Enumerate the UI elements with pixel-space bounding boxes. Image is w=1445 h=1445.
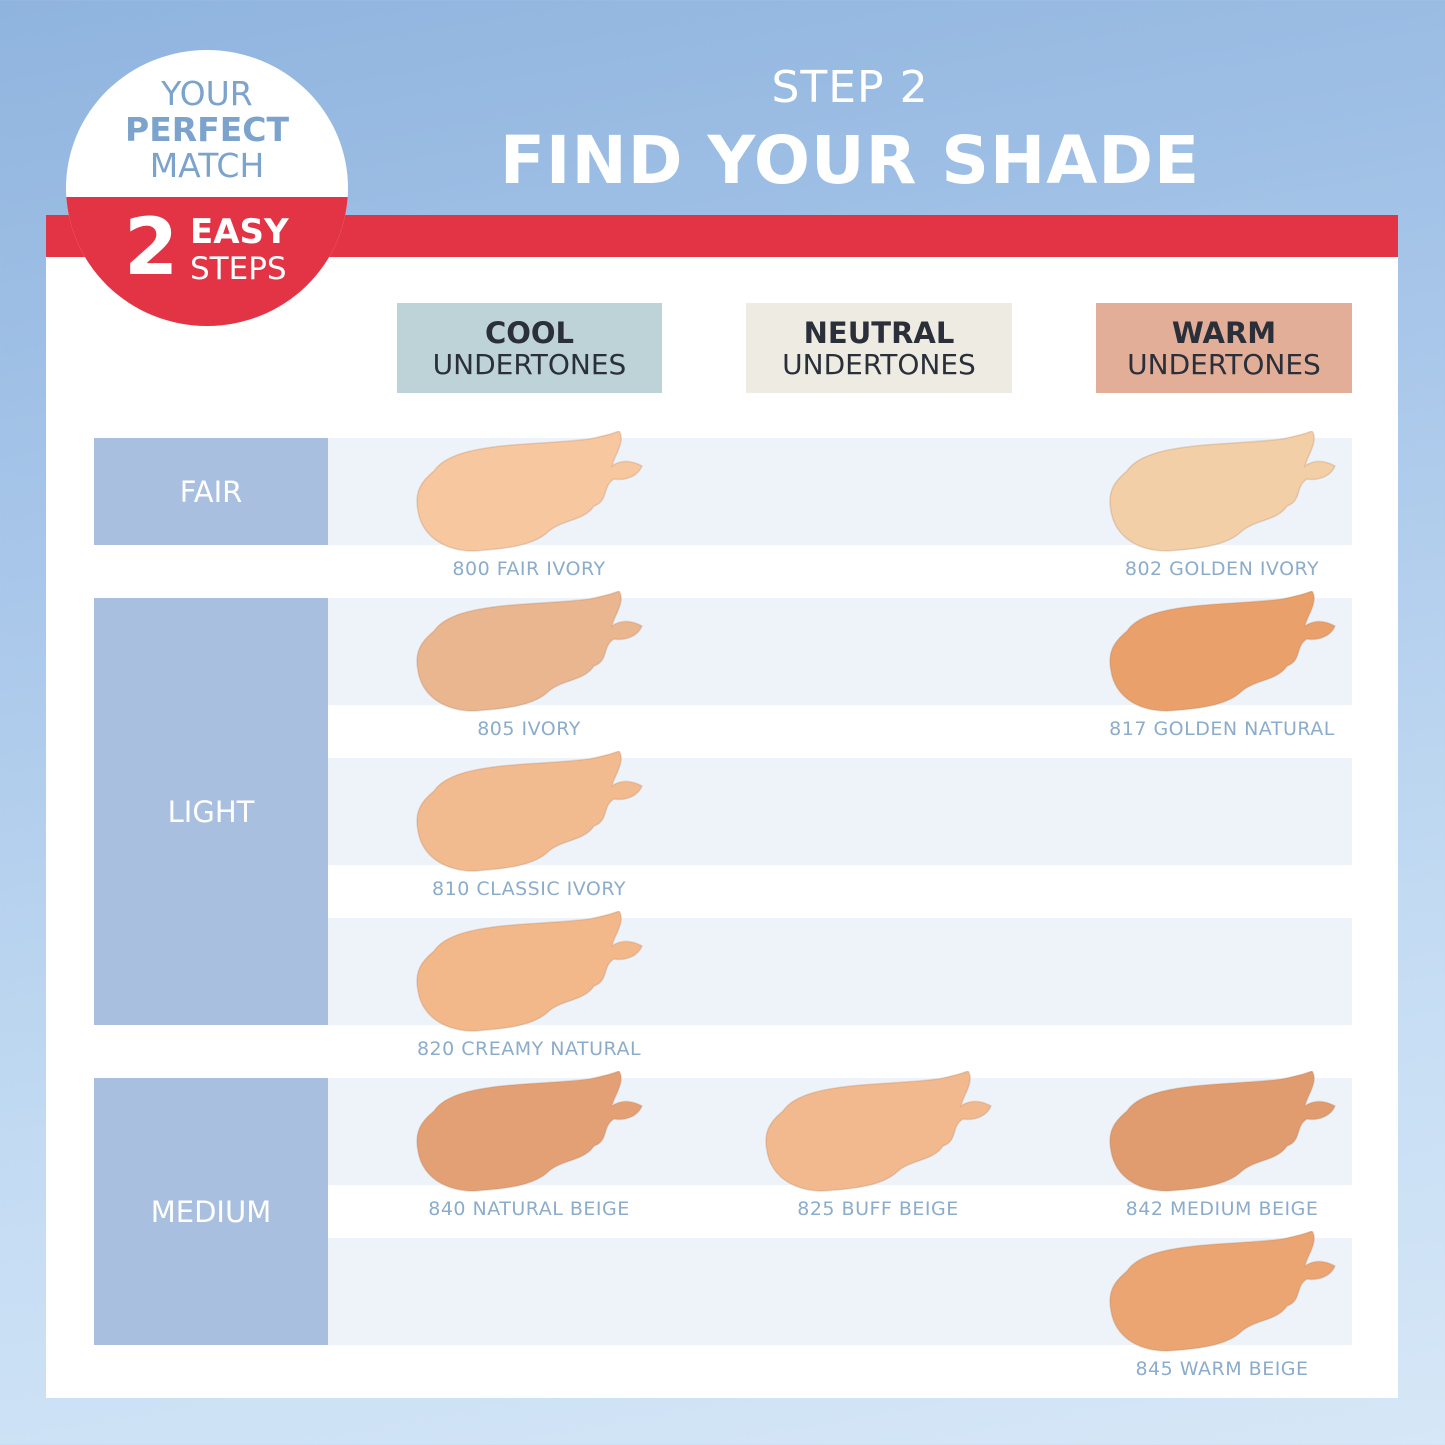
- badge-line: STEPS: [190, 251, 287, 287]
- two-easy-steps-badge: YOUR PERFECT MATCH 2 EASY STEPS: [66, 50, 348, 326]
- shade-swatch: [763, 1070, 998, 1196]
- shade-label: 800 FAIR IVORY: [452, 558, 606, 580]
- page-title: FIND YOUR SHADE: [499, 122, 1201, 199]
- shade-label: 802 GOLDEN IVORY: [1124, 558, 1320, 580]
- shade-swatch: [414, 910, 649, 1036]
- shade-label: 825 BUFF BEIGE: [797, 1198, 959, 1220]
- column-header-cool: COOL UNDERTONES: [397, 303, 662, 393]
- shade-swatch: [414, 750, 649, 876]
- shade-swatch: [414, 1070, 649, 1196]
- shade-label: 842 MEDIUM BEIGE: [1125, 1198, 1319, 1220]
- column-header-warm: WARM UNDERTONES: [1096, 303, 1352, 393]
- shade-label: 810 CLASSIC IVORY: [432, 878, 626, 900]
- shade-label: 805 IVORY: [477, 718, 581, 740]
- shade-swatch: [1107, 1070, 1342, 1196]
- row-label-medium: MEDIUM: [94, 1078, 328, 1345]
- shade-label: 840 NATURAL BEIGE: [428, 1198, 630, 1220]
- shade-swatch: [414, 590, 649, 716]
- badge-line: YOUR: [161, 74, 253, 113]
- badge-line: MATCH: [149, 146, 265, 185]
- shade-label: 845 WARM BEIGE: [1135, 1358, 1309, 1380]
- shade-label: 817 GOLDEN NATURAL: [1109, 718, 1335, 740]
- badge-number: 2: [124, 203, 179, 293]
- badge-line: PERFECT: [125, 110, 289, 149]
- row-label-fair: FAIR: [94, 438, 328, 545]
- column-header-neutral: NEUTRAL UNDERTONES: [746, 303, 1012, 393]
- row-label-light: LIGHT: [94, 598, 328, 1025]
- shade-swatch: [1107, 590, 1342, 716]
- step-label: STEP 2: [771, 62, 929, 113]
- shade-label: 820 CREAMY NATURAL: [416, 1038, 642, 1060]
- shade-swatch: [1107, 1230, 1342, 1356]
- shade-swatch: [414, 430, 649, 556]
- shade-swatch: [1107, 430, 1342, 556]
- badge-line: EASY: [190, 212, 289, 252]
